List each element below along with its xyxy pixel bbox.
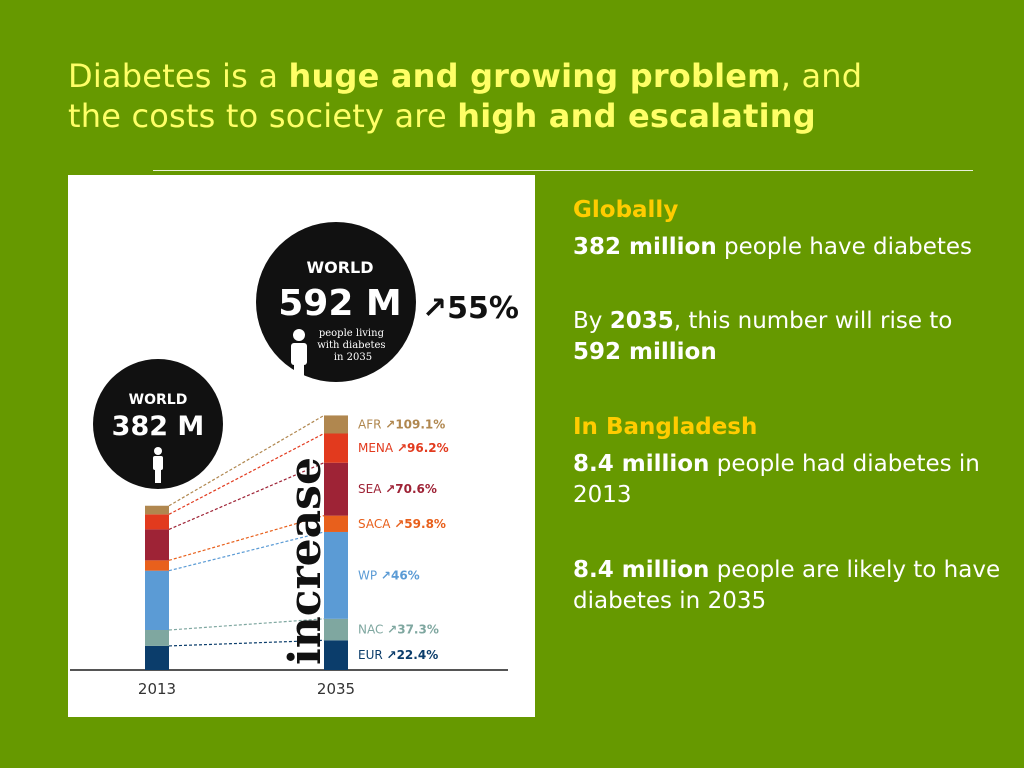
person-icon [153, 447, 163, 483]
bar-segment-mena-2035 [324, 433, 348, 463]
stacked-bar-chart: WORLD 592 M people living with diabetes … [70, 222, 519, 698]
bar-segment-wp-2013 [145, 570, 169, 631]
stat-bold: 8.4 million [573, 451, 710, 477]
global-2013-stat: 382 million people have diabetes [573, 232, 1003, 263]
series-label-afr: AFR ↗109.1% [358, 417, 445, 431]
title-emphasis: huge and growing problem [288, 57, 781, 95]
bangladesh-2013-stat: 8.4 million people had diabetes in 2013 [573, 449, 1003, 511]
title-text: Diabetes is a [68, 57, 289, 95]
world-2013-bubble [93, 359, 223, 489]
series-label-nac: NAC ↗37.3% [358, 623, 439, 637]
bar-segment-afr-2035 [324, 415, 348, 434]
connector-sea [168, 462, 325, 530]
stat-bold: 8.4 million [573, 557, 710, 583]
bar-segment-wp-2035 [324, 531, 348, 619]
bar-segment-saca-2013 [145, 560, 169, 571]
bangladesh-2035-stat: 8.4 million people are likely to have di… [573, 555, 1003, 617]
bar-segment-sea-2013 [145, 529, 169, 561]
bar-segment-nac-2013 [145, 630, 169, 646]
bubble-2013-label: WORLD [129, 392, 188, 408]
series-label-saca: SACA ↗59.8% [358, 517, 446, 531]
bar-segment-afr-2013 [145, 505, 169, 515]
series-label-sea: SEA ↗70.6% [358, 482, 437, 496]
bar-segment-eur-2035 [324, 640, 348, 670]
series-label-eur: EUR ↗22.4% [358, 648, 438, 662]
x-tick-label-2035: 2035 [317, 680, 355, 698]
overall-increase: ↗55% [422, 291, 519, 326]
x-tick-label-2013: 2013 [138, 680, 176, 698]
stat-bold: 592 million [573, 339, 717, 365]
bangladesh-heading: In Bangladesh [573, 414, 758, 440]
title-text: , and [780, 57, 863, 95]
bar-segment-sea-2035 [324, 462, 348, 516]
title-emphasis: high and escalating [457, 97, 816, 135]
info-panel: Globally 382 million people have diabete… [573, 195, 1003, 617]
title-divider [153, 170, 973, 171]
bubble-2035-caption: people living with diabetes in 2035 [317, 328, 389, 363]
connector-mena [168, 432, 325, 515]
stat-text: people had diabetes in 2013 [573, 451, 980, 508]
bar-segment-mena-2013 [145, 514, 169, 530]
world-2035-bubble [256, 222, 416, 382]
bar-segment-eur-2013 [145, 645, 169, 670]
connector-saca [168, 515, 325, 561]
increase-vertical-label: increase [280, 457, 331, 665]
stat-bold: 382 million [573, 234, 717, 260]
title-text: the costs to society are [68, 97, 458, 135]
bar-segment-nac-2035 [324, 618, 348, 641]
series-label-mena: MENA ↗96.2% [358, 441, 449, 455]
stat-text: By [573, 308, 610, 334]
global-2035-stat: By 2035, this number will rise to 592 mi… [573, 306, 1003, 368]
series-label-wp: WP ↗46% [358, 568, 420, 582]
connector-eur [168, 639, 325, 647]
connector-nac [168, 618, 325, 631]
connector-wp [168, 531, 325, 572]
bubble-2035-label: WORLD [306, 258, 373, 277]
stat-bold: 2035 [609, 308, 674, 334]
bar-segment-saca-2035 [324, 515, 348, 532]
slide-title: Diabetes is a huge and growing problem, … [68, 56, 968, 136]
stat-text: people are likely to have diabetes in 20… [573, 557, 1001, 614]
stat-text: people have diabetes [716, 234, 973, 260]
bubble-2013-value: 382 M [112, 411, 205, 442]
bubble-2035-value: 592 M [278, 283, 402, 324]
globally-heading: Globally [573, 197, 679, 223]
person-icon [291, 329, 307, 383]
stat-text: , this number will rise to [673, 308, 953, 334]
diabetes-infographic: WORLD 592 M people living with diabetes … [68, 175, 535, 717]
